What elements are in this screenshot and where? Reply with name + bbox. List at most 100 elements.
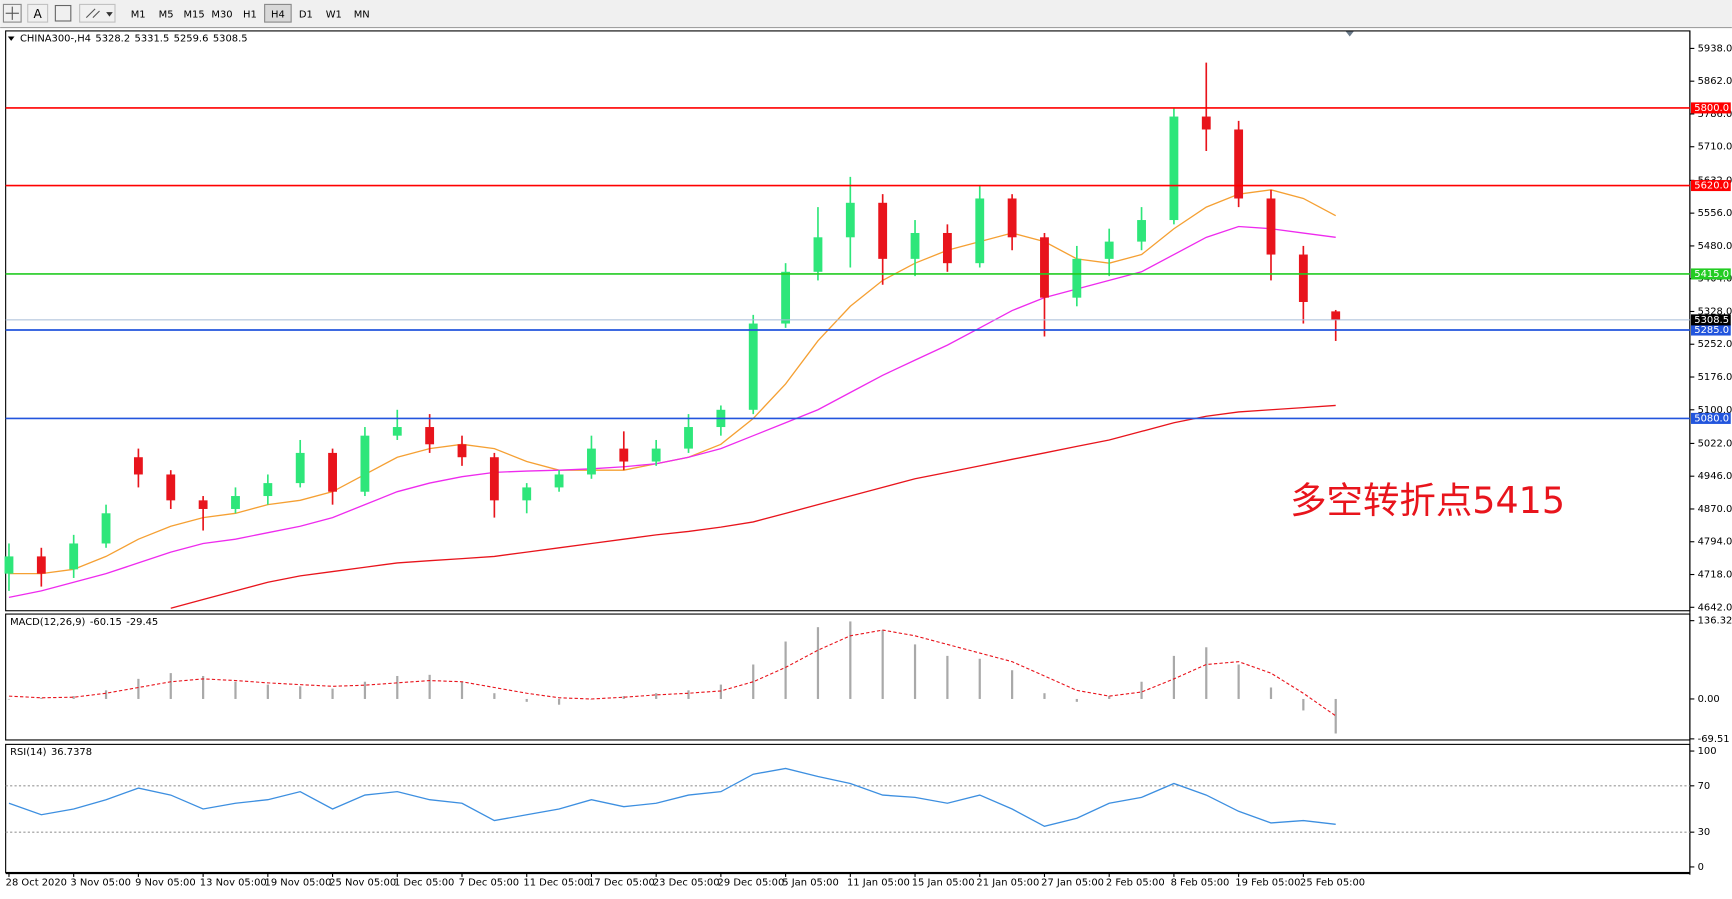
macd-bar — [849, 621, 852, 699]
y-tick-label: 5862.0 — [1698, 76, 1732, 87]
macd-bar — [1075, 698, 1078, 702]
y-tick-label: 5556.0 — [1698, 208, 1732, 219]
header-price: 5328.2 — [95, 34, 130, 45]
macd-bar — [1237, 664, 1240, 699]
candle-body — [1298, 254, 1308, 302]
candle-body — [813, 237, 823, 272]
timeframe-button[interactable] — [292, 3, 320, 23]
macd-bar — [784, 641, 787, 699]
panel-title: RSI(14) 36.7378 — [10, 747, 92, 758]
candle-body — [360, 435, 370, 492]
macd-bar — [655, 693, 658, 699]
x-tick-label: 13 Nov 05:00 — [200, 877, 267, 888]
timeframe-button[interactable] — [180, 3, 208, 23]
candle-body — [1201, 116, 1211, 130]
symbol: CHINA300-,H4 — [20, 34, 91, 45]
y-tick-label: 5710.0 — [1698, 142, 1732, 153]
x-tick-label: 25 Nov 05:00 — [329, 877, 396, 888]
price-label: 5620.0 — [1694, 181, 1729, 192]
candle-body — [910, 232, 920, 259]
timeframe-label: D1 — [299, 9, 313, 20]
price-label: 5308.5 — [1694, 315, 1729, 326]
macd-bar — [7, 698, 11, 700]
macd-bar — [104, 690, 108, 699]
y-tick-label: 4794.0 — [1698, 537, 1732, 548]
macd-bar — [1334, 698, 1337, 734]
candle-body — [781, 271, 791, 324]
y-tick-label: 70 — [1698, 781, 1711, 792]
label-tool[interactable] — [54, 4, 72, 22]
macd-bar — [1108, 696, 1111, 699]
macd-bar — [1205, 647, 1208, 699]
timeframe-button[interactable] — [208, 3, 236, 23]
annotation: 多空转折点5415 — [1290, 479, 1565, 522]
macd-signal — [8, 629, 1337, 717]
y-tick-label: -69.51 — [1698, 734, 1730, 745]
x-tick-label: 29 Dec 05:00 — [718, 877, 785, 888]
text-tool[interactable] — [27, 3, 49, 23]
macd-bar — [137, 678, 140, 699]
candle-body — [425, 427, 435, 445]
macd-bar — [299, 686, 302, 699]
timeframe-label: W1 — [326, 9, 342, 20]
shift-marker — [1345, 30, 1355, 37]
macd-bar — [40, 697, 43, 699]
y-tick-label: 4946.0 — [1698, 471, 1732, 482]
x-tick-label: 8 Feb 05:00 — [1171, 877, 1230, 888]
panel-title: MACD(12,26,9) -60.15 -29.45 — [10, 617, 158, 628]
macd-bar — [881, 630, 884, 699]
candle-body — [1072, 258, 1082, 298]
candle-body — [522, 487, 532, 501]
candle-body — [942, 232, 952, 264]
candle-body — [69, 543, 79, 570]
timeframe-button[interactable] — [124, 3, 152, 23]
header-price: 5259.6 — [174, 34, 209, 45]
macd-bar — [946, 655, 949, 699]
macd-bar — [460, 681, 464, 699]
y-tick-label: 5786.0 — [1698, 109, 1732, 120]
macd-bar — [1269, 687, 1273, 699]
y-tick-label: 0 — [1698, 862, 1704, 873]
macd-bar — [1011, 670, 1014, 699]
macd-bar — [1302, 698, 1305, 711]
dropdown-arrow — [106, 12, 113, 17]
candle-body — [231, 496, 240, 509]
candle-body — [457, 444, 467, 458]
macd-bar — [169, 673, 172, 699]
macd-bar — [687, 690, 690, 699]
price-label-box — [1691, 180, 1731, 192]
timeframe-label: MN — [354, 9, 370, 20]
macd-bar — [752, 664, 755, 699]
candle-body — [1169, 116, 1179, 221]
candle-body — [1007, 198, 1017, 238]
candle-body — [1266, 198, 1276, 255]
rsi-line — [8, 767, 1336, 828]
indicator-name: MACD(12,26,9) — [10, 617, 85, 628]
x-tick-label: 1 Dec 05:00 — [394, 877, 454, 888]
candle-body — [587, 448, 596, 475]
macd-bar — [396, 675, 399, 699]
x-tick-label: 11 Dec 05:00 — [523, 877, 590, 888]
timeframe-button[interactable] — [319, 3, 348, 23]
macd-bar — [428, 674, 431, 699]
header-price: 5331.5 — [135, 34, 170, 45]
x-tick-label: 21 Jan 05:00 — [976, 877, 1039, 888]
y-tick-label: 4718.0 — [1698, 570, 1732, 581]
price-label-box — [1691, 412, 1731, 424]
y-tick-label: 5328.0 — [1698, 306, 1732, 317]
timeframe-button[interactable] — [152, 3, 180, 23]
macd-bar — [719, 684, 722, 699]
candle-body — [1137, 220, 1146, 242]
macd-bar — [72, 696, 75, 699]
macd-bar — [266, 684, 269, 699]
x-tick-label: 19 Feb 05:00 — [1235, 877, 1300, 888]
price-label-box — [1691, 268, 1731, 280]
price-label-box — [1691, 324, 1731, 336]
macd-bar — [557, 698, 561, 705]
crosshair-tool[interactable] — [2, 3, 22, 23]
timeframe-button[interactable] — [347, 3, 376, 23]
timeframe-button[interactable] — [236, 3, 264, 23]
candle-body — [651, 448, 661, 462]
timeframe-button[interactable] — [264, 3, 292, 23]
candle-body — [1104, 241, 1114, 259]
